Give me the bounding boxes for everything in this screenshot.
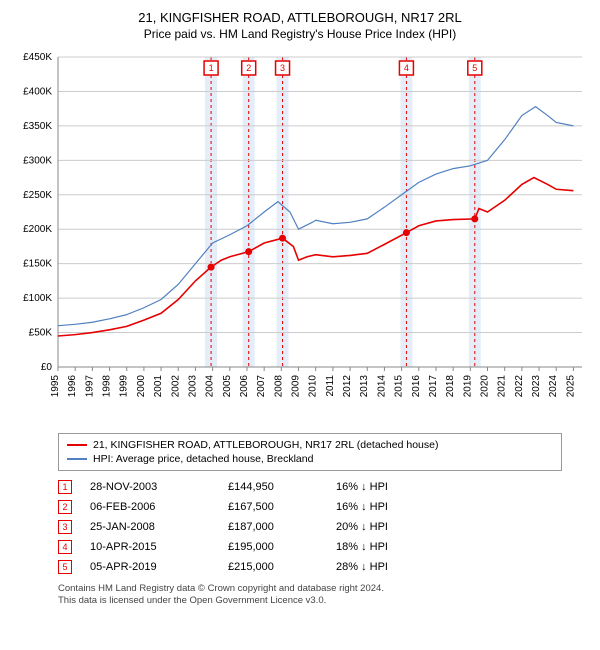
x-tick-label: 2003	[187, 375, 198, 398]
x-tick-label: 2024	[548, 375, 559, 398]
property-line	[58, 178, 573, 336]
x-tick-label: 2025	[565, 375, 576, 398]
sale-row-price: £187,000	[228, 521, 318, 533]
footer-line-2: This data is licensed under the Open Gov…	[58, 595, 562, 607]
sale-band	[400, 57, 412, 367]
y-tick-label: £150K	[23, 259, 52, 270]
sale-marker-number: 5	[472, 63, 477, 73]
sale-band	[243, 57, 255, 367]
footer-line-1: Contains HM Land Registry data © Crown c…	[58, 583, 562, 595]
sale-row-hpi: 20% ↓ HPI	[336, 521, 436, 533]
sale-point	[279, 235, 286, 242]
x-tick-label: 2013	[359, 375, 370, 398]
sale-row-marker: 4	[58, 540, 72, 554]
y-tick-label: £350K	[23, 121, 52, 132]
sale-row-marker: 5	[58, 560, 72, 574]
chart-container: £0 £50K £100K £150K £200K £250K £300K £350K £400…	[8, 47, 592, 427]
x-tick-label: 2021	[497, 375, 508, 398]
sales-row: 1 28-NOV-2003 £144,950 16% ↓ HPI	[58, 477, 562, 497]
x-tick-label: 1995	[50, 375, 61, 398]
sale-point	[403, 229, 410, 236]
sale-row-marker: 1	[58, 480, 72, 494]
sales-row: 2 06-FEB-2006 £167,500 16% ↓ HPI	[58, 497, 562, 517]
sale-band	[205, 57, 217, 367]
sale-band	[277, 57, 289, 367]
sale-row-price: £144,950	[228, 481, 318, 493]
sale-marker-number: 4	[404, 63, 409, 73]
legend-swatch-red	[67, 444, 87, 446]
sale-row-date: 28-NOV-2003	[90, 481, 210, 493]
y-tick-label: £100K	[23, 293, 52, 304]
sale-marker-number: 3	[280, 63, 285, 73]
x-tick-label: 2019	[462, 375, 473, 398]
legend-row-hpi: HPI: Average price, detached house, Brec…	[67, 452, 553, 466]
sale-row-price: £195,000	[228, 541, 318, 553]
x-tick-label: 2020	[480, 375, 491, 398]
x-tick-label: 2017	[428, 375, 439, 398]
x-tick-label: 1996	[67, 375, 78, 398]
x-tick-label: 2014	[376, 375, 387, 398]
sale-marker-number: 1	[209, 63, 214, 73]
sale-row-price: £167,500	[228, 501, 318, 513]
x-tick-label: 1997	[84, 375, 95, 398]
legend-swatch-blue	[67, 458, 87, 460]
x-tick-label: 2022	[514, 375, 525, 398]
x-tick-label: 2023	[531, 375, 542, 398]
sale-row-date: 06-FEB-2006	[90, 501, 210, 513]
x-tick-label: 2010	[308, 375, 319, 398]
y-tick-label: £0	[41, 362, 53, 373]
page-subtitle: Price paid vs. HM Land Registry's House …	[8, 27, 592, 41]
legend-label-blue: HPI: Average price, detached house, Brec…	[93, 453, 313, 465]
sale-point	[245, 248, 252, 255]
sale-row-marker: 3	[58, 520, 72, 534]
page-title: 21, KINGFISHER ROAD, ATTLEBOROUGH, NR17 …	[8, 10, 592, 25]
sale-row-date: 25-JAN-2008	[90, 521, 210, 533]
x-tick-label: 2008	[273, 375, 284, 398]
sale-band	[469, 57, 481, 367]
x-tick-label: 2009	[291, 375, 302, 398]
hpi-line	[58, 107, 573, 326]
legend-row-property: 21, KINGFISHER ROAD, ATTLEBOROUGH, NR17 …	[67, 438, 553, 452]
sale-row-date: 05-APR-2019	[90, 561, 210, 573]
x-tick-label: 2018	[445, 375, 456, 398]
sale-point	[471, 215, 478, 222]
x-tick-label: 2012	[342, 375, 353, 398]
x-tick-label: 2000	[136, 375, 147, 398]
x-tick-label: 2006	[239, 375, 250, 398]
sale-row-marker: 2	[58, 500, 72, 514]
y-tick-label: £50K	[29, 328, 53, 339]
x-tick-label: 2011	[325, 375, 336, 397]
footer: Contains HM Land Registry data © Crown c…	[58, 583, 562, 608]
sale-point	[208, 264, 215, 271]
x-tick-label: 2015	[394, 375, 405, 398]
x-tick-label: 2001	[153, 375, 164, 398]
sale-row-hpi: 16% ↓ HPI	[336, 481, 436, 493]
x-tick-label: 1999	[119, 375, 130, 398]
x-tick-label: 2007	[256, 375, 267, 398]
sale-row-date: 10-APR-2015	[90, 541, 210, 553]
price-chart: £0 £50K £100K £150K £200K £250K £300K £350K £400…	[8, 47, 592, 427]
sale-marker-number: 2	[246, 63, 251, 73]
sale-row-hpi: 16% ↓ HPI	[336, 501, 436, 513]
x-tick-label: 2004	[205, 375, 216, 398]
y-tick-label: £250K	[23, 190, 52, 201]
sales-row: 4 10-APR-2015 £195,000 18% ↓ HPI	[58, 537, 562, 557]
sales-row: 3 25-JAN-2008 £187,000 20% ↓ HPI	[58, 517, 562, 537]
x-tick-label: 2002	[170, 375, 181, 398]
x-tick-label: 2005	[222, 375, 233, 398]
sale-row-hpi: 18% ↓ HPI	[336, 541, 436, 553]
x-tick-label: 2016	[411, 375, 422, 398]
legend-label-red: 21, KINGFISHER ROAD, ATTLEBOROUGH, NR17 …	[93, 439, 438, 451]
sales-table: 1 28-NOV-2003 £144,950 16% ↓ HPI 2 06-FEB-200…	[58, 477, 562, 577]
y-tick-label: £450K	[23, 52, 52, 63]
x-tick-label: 1998	[102, 375, 113, 398]
y-tick-label: £300K	[23, 155, 52, 166]
sales-row: 5 05-APR-2019 £215,000 28% ↓ HPI	[58, 557, 562, 577]
sale-row-hpi: 28% ↓ HPI	[336, 561, 436, 573]
sale-row-price: £215,000	[228, 561, 318, 573]
legend: 21, KINGFISHER ROAD, ATTLEBOROUGH, NR17 …	[58, 433, 562, 471]
y-tick-label: £400K	[23, 86, 52, 97]
y-tick-label: £200K	[23, 224, 52, 235]
